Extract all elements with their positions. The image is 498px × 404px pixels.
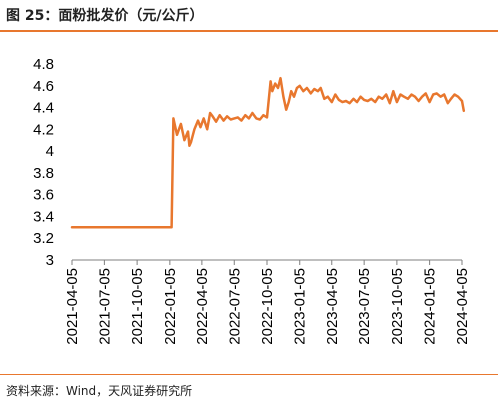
bottom-divider	[0, 374, 498, 375]
x-tick-label: 2023-04-05	[324, 268, 341, 345]
y-tick-label: 4.2	[33, 121, 54, 138]
x-tick-label: 2022-10-05	[259, 268, 276, 345]
x-tick-label: 2022-07-05	[226, 268, 243, 345]
y-tick-label: 3	[46, 252, 54, 269]
series-lines	[70, 76, 466, 229]
y-tick-label: 4	[46, 143, 54, 160]
series-line-0	[70, 76, 466, 229]
y-tick-label: 4.8	[33, 56, 54, 73]
x-tick-label: 2022-01-05	[162, 268, 179, 345]
x-axis-ticks: 2021-04-05 2021-07-05 2021-10-05 2022-01-05…	[64, 260, 471, 345]
x-tick-label: 2024-04-05	[454, 268, 471, 345]
y-tick-label: 3.8	[33, 165, 54, 182]
y-tick-label: 3.2	[33, 230, 54, 247]
x-tick-label: 2024-01-05	[422, 268, 439, 345]
y-tick-label: 3.4	[33, 208, 54, 225]
source-note: 资料来源：Wind，天风证券研究所	[6, 384, 193, 398]
x-tick-label: 2023-01-05	[292, 268, 309, 345]
x-tick-label: 2022-04-05	[194, 268, 211, 345]
x-tick-label: 2021-10-05	[129, 268, 146, 345]
y-tick-label: 4.6	[33, 78, 54, 95]
y-tick-label: 3.6	[33, 187, 54, 204]
x-tick-label: 2021-07-05	[96, 268, 113, 345]
x-tick-label: 2023-07-05	[356, 268, 373, 345]
chart-title: 图 25：面粉批发价（元/公斤）	[6, 8, 204, 24]
y-axis-ticks: 3 3.2 3.4 3.6 3.8 4 4.2 4.4 4.6 4.8	[33, 56, 54, 269]
x-tick-label: 2021-04-05	[64, 268, 81, 345]
top-divider	[0, 30, 498, 32]
x-tick-label: 2023-10-05	[389, 268, 406, 345]
y-tick-label: 4.4	[33, 100, 54, 117]
